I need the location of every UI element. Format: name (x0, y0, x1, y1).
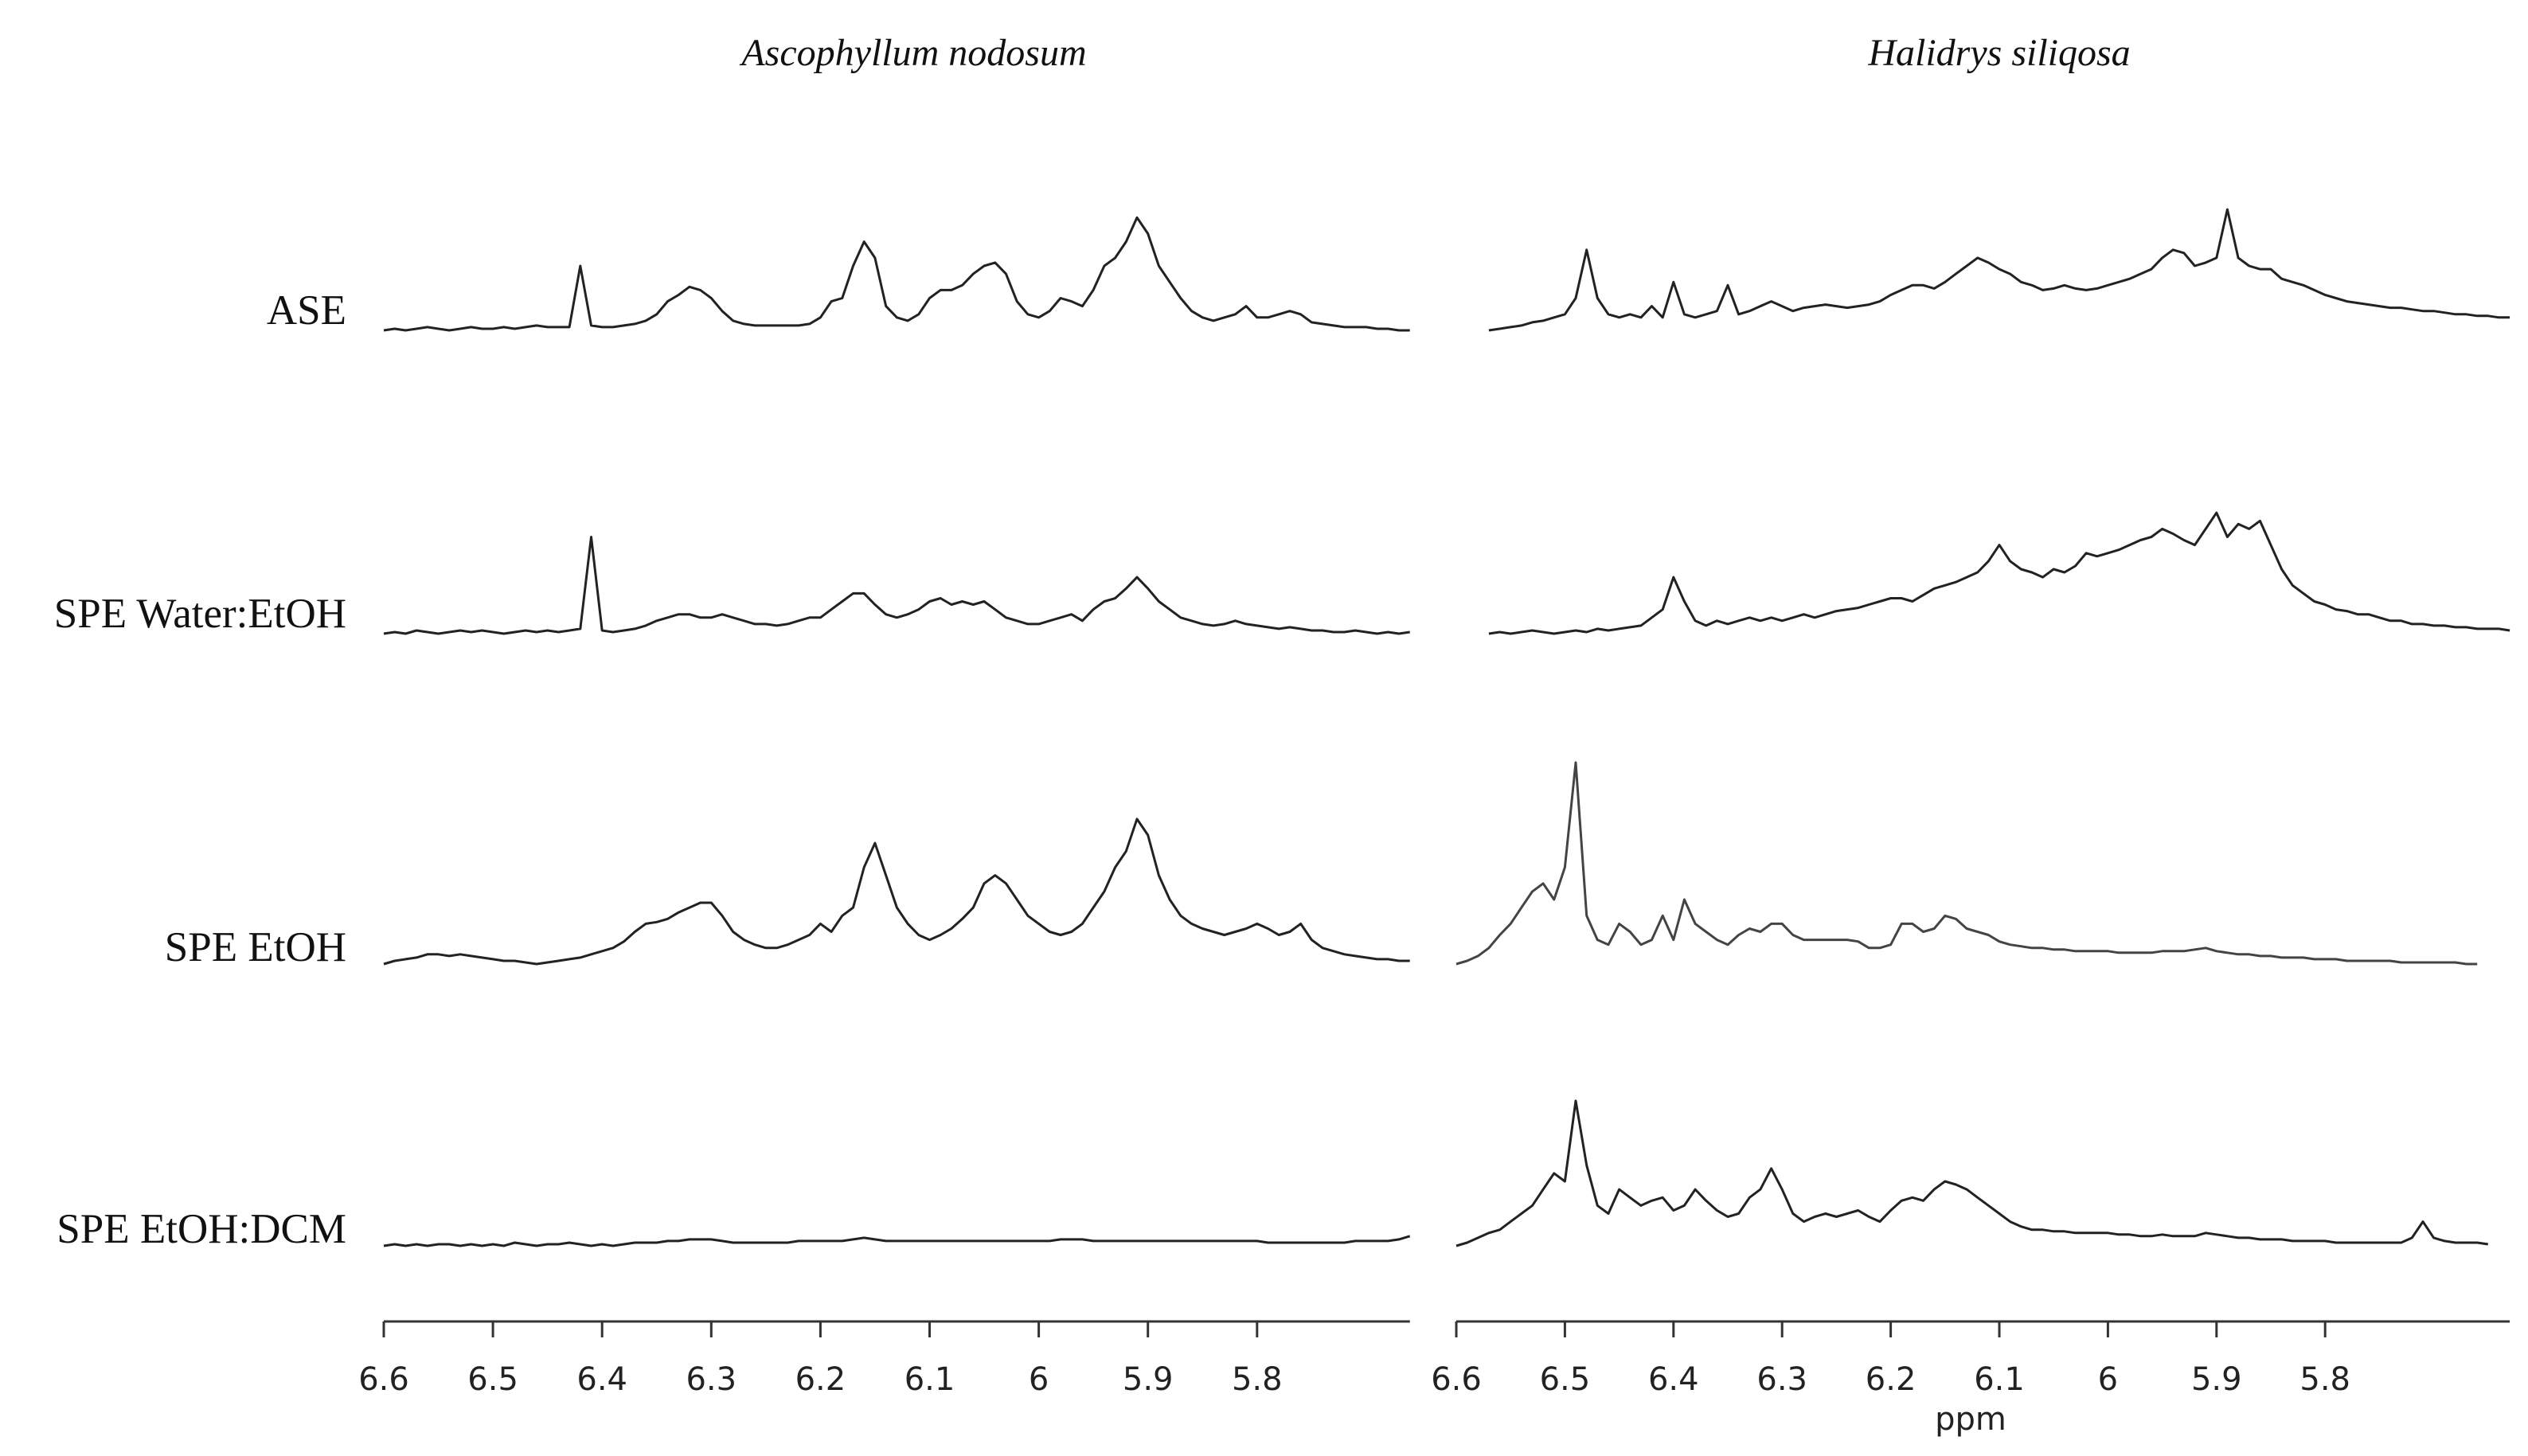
x-tick-label: 5.8 (2299, 1361, 2350, 1398)
spectrum-line (1488, 511, 2510, 635)
x-tick-label: 5.8 (1232, 1361, 1283, 1398)
spectrum-line (383, 1235, 1411, 1247)
x-tick-label: 6.2 (795, 1361, 846, 1398)
row-label: ASE (267, 287, 346, 334)
x-tick-label: 6.5 (467, 1361, 518, 1398)
spectrum-line (383, 536, 1410, 635)
spectrum-line (1488, 208, 2510, 332)
x-tick-label: 6 (1029, 1361, 1049, 1398)
x-tick-label: 6.2 (1866, 1361, 1917, 1398)
x-tick-label: 6.3 (1756, 1361, 1807, 1398)
x-axis-label: ppm (1935, 1401, 2006, 1438)
spectrum-line (1455, 1099, 2489, 1247)
x-tick-label: 6.5 (1540, 1361, 1591, 1398)
x-tick-label: 6 (2098, 1361, 2118, 1398)
x-tick-label: 6.4 (576, 1361, 627, 1398)
spectrum-line (383, 216, 1410, 332)
x-tick-label: 5.9 (2191, 1361, 2242, 1398)
x-tick-label: 6.1 (1974, 1361, 2025, 1398)
row-label: SPE Water:EtOH (54, 591, 346, 637)
x-tick-label: 6.4 (1648, 1361, 1699, 1398)
x-tick-label: 6.3 (686, 1361, 737, 1398)
spectrum-line (383, 818, 1410, 966)
spectrum-line (1455, 761, 2478, 966)
panel-title: Ascophyllum nodosum (739, 32, 1086, 74)
panel-title: Halidrys siliqosa (1867, 32, 2130, 74)
x-tick-label: 6.6 (1431, 1361, 1482, 1398)
row-label: SPE EtOH:DCM (57, 1206, 346, 1252)
x-tick-label: 6.1 (905, 1361, 955, 1398)
row-label: SPE EtOH (165, 924, 346, 970)
x-tick-label: 5.9 (1123, 1361, 1174, 1398)
x-tick-label: 6.6 (358, 1361, 409, 1398)
